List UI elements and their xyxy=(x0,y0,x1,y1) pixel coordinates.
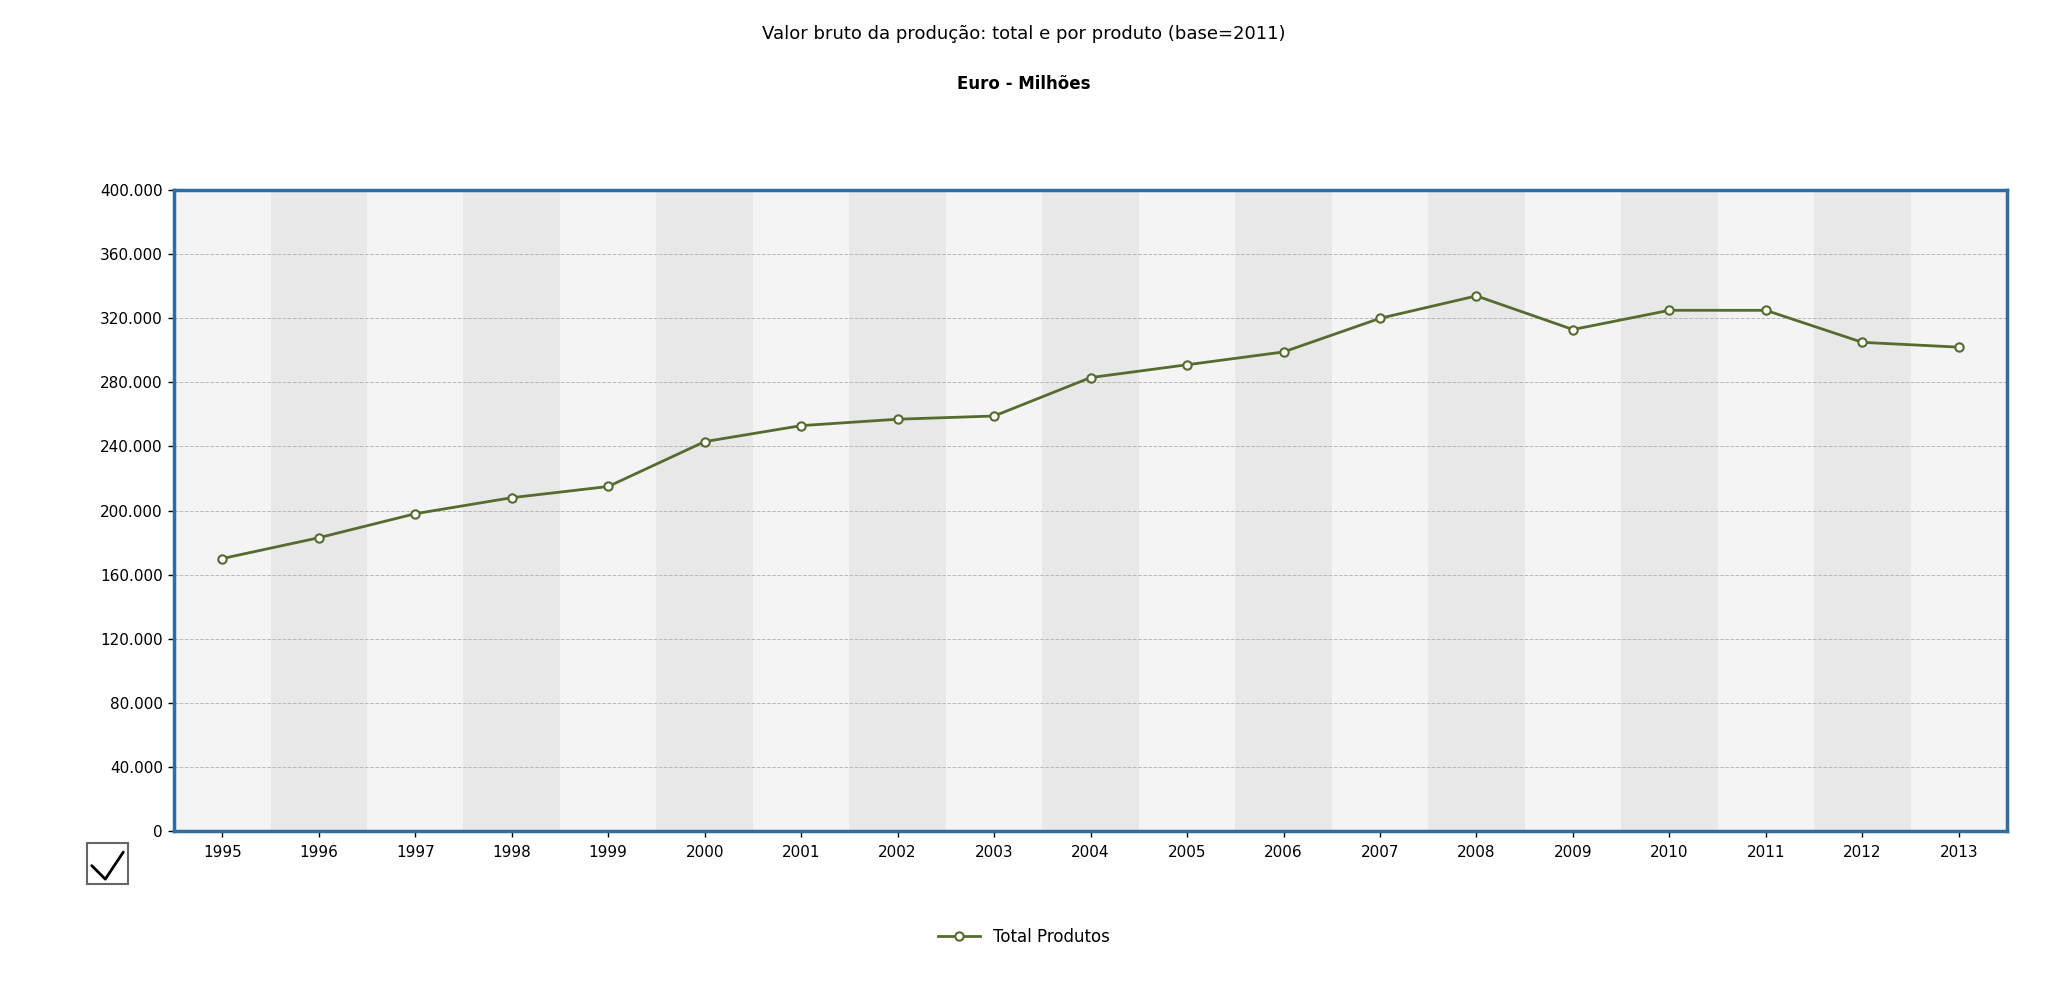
Bar xyxy=(559,190,657,831)
FancyBboxPatch shape xyxy=(88,843,127,884)
Bar xyxy=(1718,190,1815,831)
Legend: Total Produtos: Total Produtos xyxy=(932,921,1116,953)
Bar xyxy=(463,190,559,831)
Bar xyxy=(850,190,946,831)
Bar xyxy=(1427,190,1524,831)
Bar xyxy=(174,190,270,831)
Bar xyxy=(1911,190,2007,831)
Bar xyxy=(367,190,463,831)
Bar xyxy=(1139,190,1235,831)
Bar xyxy=(1815,190,1911,831)
Bar xyxy=(1042,190,1139,831)
Bar xyxy=(1622,190,1718,831)
Bar xyxy=(1524,190,1622,831)
Text: Euro - Milhões: Euro - Milhões xyxy=(956,75,1092,93)
Bar xyxy=(270,190,367,831)
Bar xyxy=(1235,190,1331,831)
Bar xyxy=(946,190,1042,831)
Bar xyxy=(754,190,850,831)
Bar xyxy=(657,190,754,831)
Text: Valor bruto da produção: total e por produto (base=2011): Valor bruto da produção: total e por pro… xyxy=(762,25,1286,43)
Bar xyxy=(1331,190,1427,831)
